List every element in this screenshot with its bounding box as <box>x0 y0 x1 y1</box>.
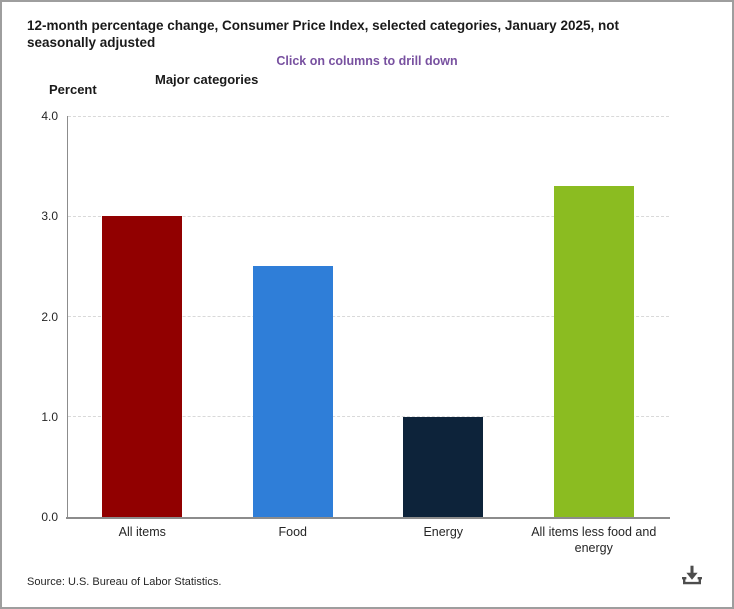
chart-title: 12-month percentage change, Consumer Pri… <box>27 18 619 50</box>
source-note: Source: U.S. Bureau of Labor Statistics. <box>27 576 222 588</box>
y-tick-label: 3.0 <box>41 209 58 224</box>
drilldown-hint: Click on columns to drill down <box>276 54 458 68</box>
y-gridline <box>68 316 669 317</box>
y-tick-label: 2.0 <box>41 309 58 324</box>
y-tick-label: 0.0 <box>41 510 58 524</box>
y-gridline <box>68 215 669 217</box>
x-axis-title: Major categories <box>155 72 259 87</box>
x-category-label: Food <box>278 525 308 539</box>
x-category-label: All items <box>118 525 166 539</box>
download-icon <box>679 565 705 592</box>
y-tick-label: 4.0 <box>41 109 58 123</box>
x-axis-line <box>66 517 670 519</box>
bar-energy[interactable] <box>403 416 484 517</box>
y-axis-line <box>67 116 68 518</box>
y-tick-label: 1.0 <box>41 409 58 424</box>
y-gridline <box>68 416 669 418</box>
x-category-label: Energy <box>423 525 464 539</box>
y-gridline <box>68 115 669 117</box>
download-button[interactable] <box>678 563 706 591</box>
bar-food[interactable] <box>252 266 333 517</box>
x-category-label: All items less food and energy <box>531 525 657 555</box>
bar-all-items[interactable] <box>102 216 183 517</box>
y-axis-title: Percent <box>49 82 97 97</box>
bar-all-items-less-food-and-energy[interactable] <box>553 186 634 517</box>
